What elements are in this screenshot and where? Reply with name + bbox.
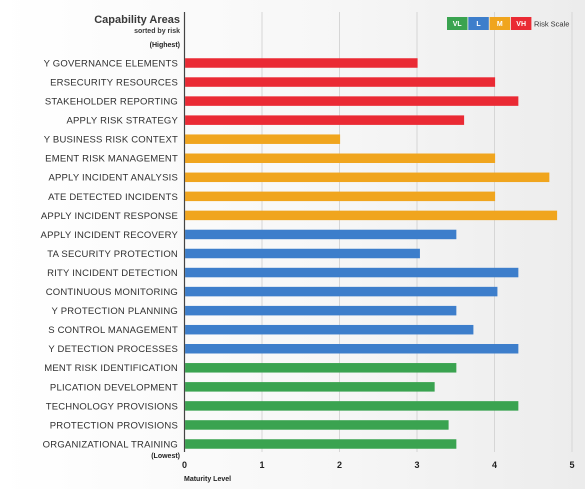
legend-label-vh: VH — [516, 21, 526, 28]
category-label-17: MENT RISK IDENTIFICATION — [44, 363, 178, 374]
x-axis-label: Maturity Level — [184, 476, 231, 483]
category-label-1: Y GOVERNANCE ELEMENTS — [44, 58, 178, 69]
x-tick-labels: 0 1 2 3 4 5 — [182, 460, 575, 470]
legend-swatch-m — [489, 17, 511, 30]
bar-1 — [185, 58, 418, 68]
chart-subtitle: sorted by risk — [134, 28, 180, 35]
bar-4 — [185, 115, 465, 125]
category-label-12: RITY INCIDENT DETECTION — [47, 268, 178, 279]
category-label-11: TA SECURITY PROTECTION — [47, 249, 178, 260]
category-label-8: ATE DETECTED INCIDENTS — [48, 192, 178, 203]
category-label-16: Y DETECTION PROCESSES — [48, 344, 178, 355]
x-tick-2: 2 — [337, 460, 342, 470]
bar-18 — [185, 382, 435, 392]
x-tick-0: 0 — [182, 460, 187, 470]
category-label-5: Y BUSINESS RISK CONTEXT — [44, 135, 178, 146]
category-label-2: ERSECURITY RESOURCES — [50, 77, 178, 88]
bottom-label: (Lowest) — [151, 453, 180, 460]
x-tick-5: 5 — [569, 460, 574, 470]
category-label-9: APPLY INCIDENT RESPONSE — [41, 211, 178, 222]
bar-21 — [185, 439, 457, 449]
bar-10 — [185, 229, 457, 240]
category-label-6: EMENT RISK MANAGEMENT — [45, 154, 178, 165]
legend: VL L M VH Risk Scale — [447, 17, 569, 30]
category-label-7: APPLY INCIDENT ANALYSIS — [48, 173, 178, 184]
category-label-3: STAKEHOLDER REPORTING — [45, 97, 178, 108]
category-label-18: PLICATION DEVELOPMENT — [50, 382, 178, 393]
legend-caption: Risk Scale — [534, 20, 569, 29]
bars-group — [185, 58, 558, 449]
legend-label-l: L — [476, 21, 481, 28]
bar-13 — [185, 286, 498, 297]
bar-14 — [185, 305, 457, 316]
bar-5 — [185, 134, 341, 144]
legend-label-vl: VL — [453, 21, 463, 28]
bar-7 — [185, 172, 550, 183]
bar-12 — [185, 267, 519, 278]
bar-15 — [185, 324, 474, 335]
bar-16 — [185, 344, 519, 354]
x-tick-3: 3 — [414, 460, 419, 470]
category-label-4: APPLY RISK STRATEGY — [66, 116, 178, 127]
legend-swatch-l — [468, 17, 489, 30]
top-label: (Highest) — [150, 42, 180, 49]
bar-9 — [185, 210, 558, 221]
bar-2 — [185, 77, 496, 87]
category-label-15: S CONTROL MANAGEMENT — [48, 325, 178, 336]
x-tick-4: 4 — [492, 460, 497, 470]
legend-swatch-vl — [447, 17, 468, 30]
category-label-20: PROTECTION PROVISIONS — [50, 420, 178, 431]
legend-swatch-vh — [510, 17, 532, 30]
category-label-14: Y PROTECTION PLANNING — [52, 306, 179, 317]
category-label-13: CONTINUOUS MONITORING — [46, 287, 178, 298]
category-label-19: TECHNOLOGY PROVISIONS — [46, 401, 178, 412]
bar-20 — [185, 420, 449, 430]
category-labels: Y GOVERNANCE ELEMENTS ERSECURITY RESOURCE… — [41, 58, 179, 450]
category-label-21: ORGANIZATIONAL TRAINING — [43, 439, 178, 450]
bar-11 — [185, 248, 420, 259]
bar-6 — [185, 153, 496, 163]
chart-title: Capability Areas — [94, 14, 180, 26]
bar-3 — [185, 96, 519, 106]
bar-19 — [185, 401, 519, 411]
legend-label-m: M — [497, 21, 503, 28]
bar-17 — [185, 363, 457, 373]
category-label-10: APPLY INCIDENT RECOVERY — [41, 230, 179, 241]
bar-8 — [185, 191, 496, 202]
x-tick-1: 1 — [259, 460, 264, 470]
